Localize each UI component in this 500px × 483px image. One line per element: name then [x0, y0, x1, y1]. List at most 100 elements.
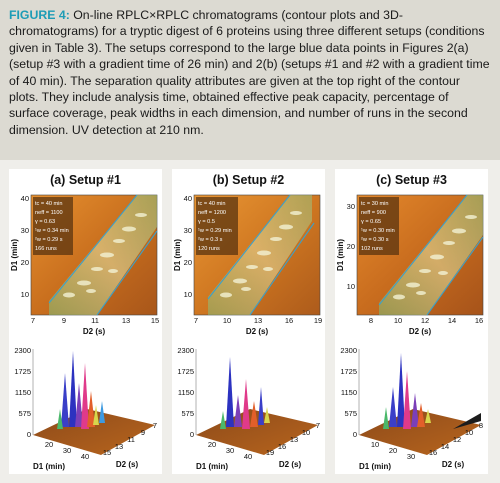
- attr-surface-coverage: γ = 0.65: [361, 219, 381, 225]
- panel-setup-2: (b) Setup #2: [172, 169, 325, 474]
- y-axis-label: D1 (min): [10, 239, 19, 271]
- x-tick: 16: [285, 316, 293, 325]
- y-tick: 30: [347, 202, 355, 211]
- z-tick: 2300: [340, 346, 357, 355]
- d1-tick: 10: [371, 440, 379, 449]
- x-tick: 7: [31, 316, 35, 325]
- caption-text: On-line RPLC×RPLC chromatograms (contour…: [9, 8, 490, 137]
- surface-floor: [359, 409, 481, 455]
- d2-tick: 13: [290, 435, 298, 444]
- y-tick: 40: [21, 194, 29, 203]
- x-tick: 12: [421, 316, 429, 325]
- contour-plot: tc = 40 min neff = 1200 γ = 0.5 ¹w = 0.2…: [173, 194, 322, 336]
- d1-tick: 20: [208, 440, 216, 449]
- z-tick: 2300: [177, 346, 194, 355]
- attr-runs: 102 runs: [361, 246, 383, 252]
- attr-peak-capacity: neff = 900: [361, 210, 386, 216]
- d2-tick: 16: [278, 442, 286, 451]
- z-tick: 1150: [15, 388, 31, 397]
- surface-peaks: [57, 351, 105, 429]
- z-tick: 575: [181, 409, 194, 418]
- boundary-line: [96, 230, 158, 316]
- y-axis-label: D1 (min): [336, 239, 345, 271]
- y-tick: 30: [21, 226, 29, 235]
- d2-tick: 14: [441, 442, 449, 451]
- d2-tick: 7: [316, 421, 320, 430]
- panel-setup-3: (c) Setup #3: [335, 169, 488, 474]
- surface-plot: 2300 1725 1150 575 0 20 30 40 15 13 11 9…: [14, 346, 157, 471]
- attr-1d-peak-width: ¹w = 0.30 min: [361, 228, 395, 234]
- attr-analysis-time: tc = 30 min: [361, 201, 389, 207]
- x-tick: 13: [254, 316, 262, 325]
- attr-analysis-time: tc = 40 min: [198, 201, 226, 207]
- d2-axis-label: D2 (s): [442, 460, 465, 469]
- d1-axis-label: D1 (min): [359, 462, 391, 471]
- d2-tick: 10: [465, 428, 473, 437]
- figure-caption: FIGURE 4: On-line RPLC×RPLC chromatogram…: [9, 7, 490, 138]
- peak-spots: [393, 215, 477, 300]
- attr-surface-coverage: γ = 0.5: [198, 219, 215, 225]
- d1-tick: 30: [226, 446, 234, 455]
- attr-runs: 166 runs: [35, 246, 57, 252]
- attributes-box: [359, 197, 399, 255]
- y-axis-label: D1 (min): [173, 239, 182, 271]
- d2-tick: 11: [127, 435, 135, 444]
- d1-tick: 30: [407, 452, 415, 461]
- y-tick: 40: [184, 194, 192, 203]
- surface-plot: 2300 1725 1150 575 0 20 30 40 19 16 13 1…: [177, 346, 320, 471]
- figure-4: (a) Setup #1: [0, 160, 500, 483]
- d1-axis-label: D1 (min): [33, 462, 65, 471]
- attr-analysis-time: tc = 40 min: [35, 201, 63, 207]
- d2-tick: 9: [141, 428, 145, 437]
- z-tick: 1150: [178, 388, 194, 397]
- attr-1d-peak-width: ¹w = 0.29 min: [198, 228, 232, 234]
- z-tick: 0: [27, 430, 31, 439]
- peak-spots: [220, 211, 302, 298]
- z-tick: 575: [344, 409, 357, 418]
- attr-2d-peak-width: ²w = 0.30 s: [361, 237, 389, 243]
- x-tick: 11: [91, 316, 99, 325]
- d1-tick: 40: [81, 452, 89, 461]
- y-tick: 10: [347, 282, 355, 291]
- boundary-line: [426, 236, 484, 316]
- boundary-line: [48, 194, 138, 304]
- panel-title: (b) Setup #2: [212, 173, 285, 187]
- d2-tick: 19: [266, 448, 274, 457]
- d2-tick: 10: [302, 428, 310, 437]
- z-tick: 1725: [14, 367, 31, 376]
- x-axis-label: D2 (s): [246, 327, 269, 336]
- x-tick: 10: [223, 316, 231, 325]
- attr-peak-capacity: neff = 1200: [198, 210, 226, 216]
- d1-tick: 40: [244, 452, 252, 461]
- surface-peaks: [220, 357, 270, 429]
- y-tick: 10: [21, 290, 29, 299]
- z-tick: 2300: [14, 346, 31, 355]
- attr-runs: 120 runs: [198, 246, 220, 252]
- attributes-box: [196, 197, 238, 255]
- d2-axis-label: D2 (s): [116, 460, 139, 469]
- x-axis-label: D2 (s): [409, 327, 432, 336]
- panel-title: (c) Setup #3: [376, 173, 447, 187]
- attr-2d-peak-width: ²w = 0.3 s: [198, 237, 223, 243]
- x-tick: 7: [194, 316, 198, 325]
- d1-axis-label: D1 (min): [196, 462, 228, 471]
- z-tick: 1725: [177, 367, 194, 376]
- d2-tick: 8: [479, 421, 483, 430]
- z-tick: 0: [190, 430, 194, 439]
- x-tick: 14: [448, 316, 456, 325]
- z-tick: 575: [18, 409, 31, 418]
- x-tick: 8: [369, 316, 373, 325]
- d2-tick: 13: [115, 442, 123, 451]
- boundary-line: [378, 194, 468, 306]
- d1-tick: 20: [45, 440, 53, 449]
- boundary-line: [207, 194, 291, 300]
- y-tick: 20: [184, 258, 192, 267]
- z-tick: 1725: [340, 367, 357, 376]
- peak-spots: [63, 213, 147, 298]
- y-tick: 20: [21, 258, 29, 267]
- attr-2d-peak-width: ²w = 0.29 s: [35, 237, 63, 243]
- panel-setup-1: (a) Setup #1: [9, 169, 162, 474]
- d2-tick: 15: [103, 448, 111, 457]
- figure-caption-box: FIGURE 4: On-line RPLC×RPLC chromatogram…: [0, 0, 500, 160]
